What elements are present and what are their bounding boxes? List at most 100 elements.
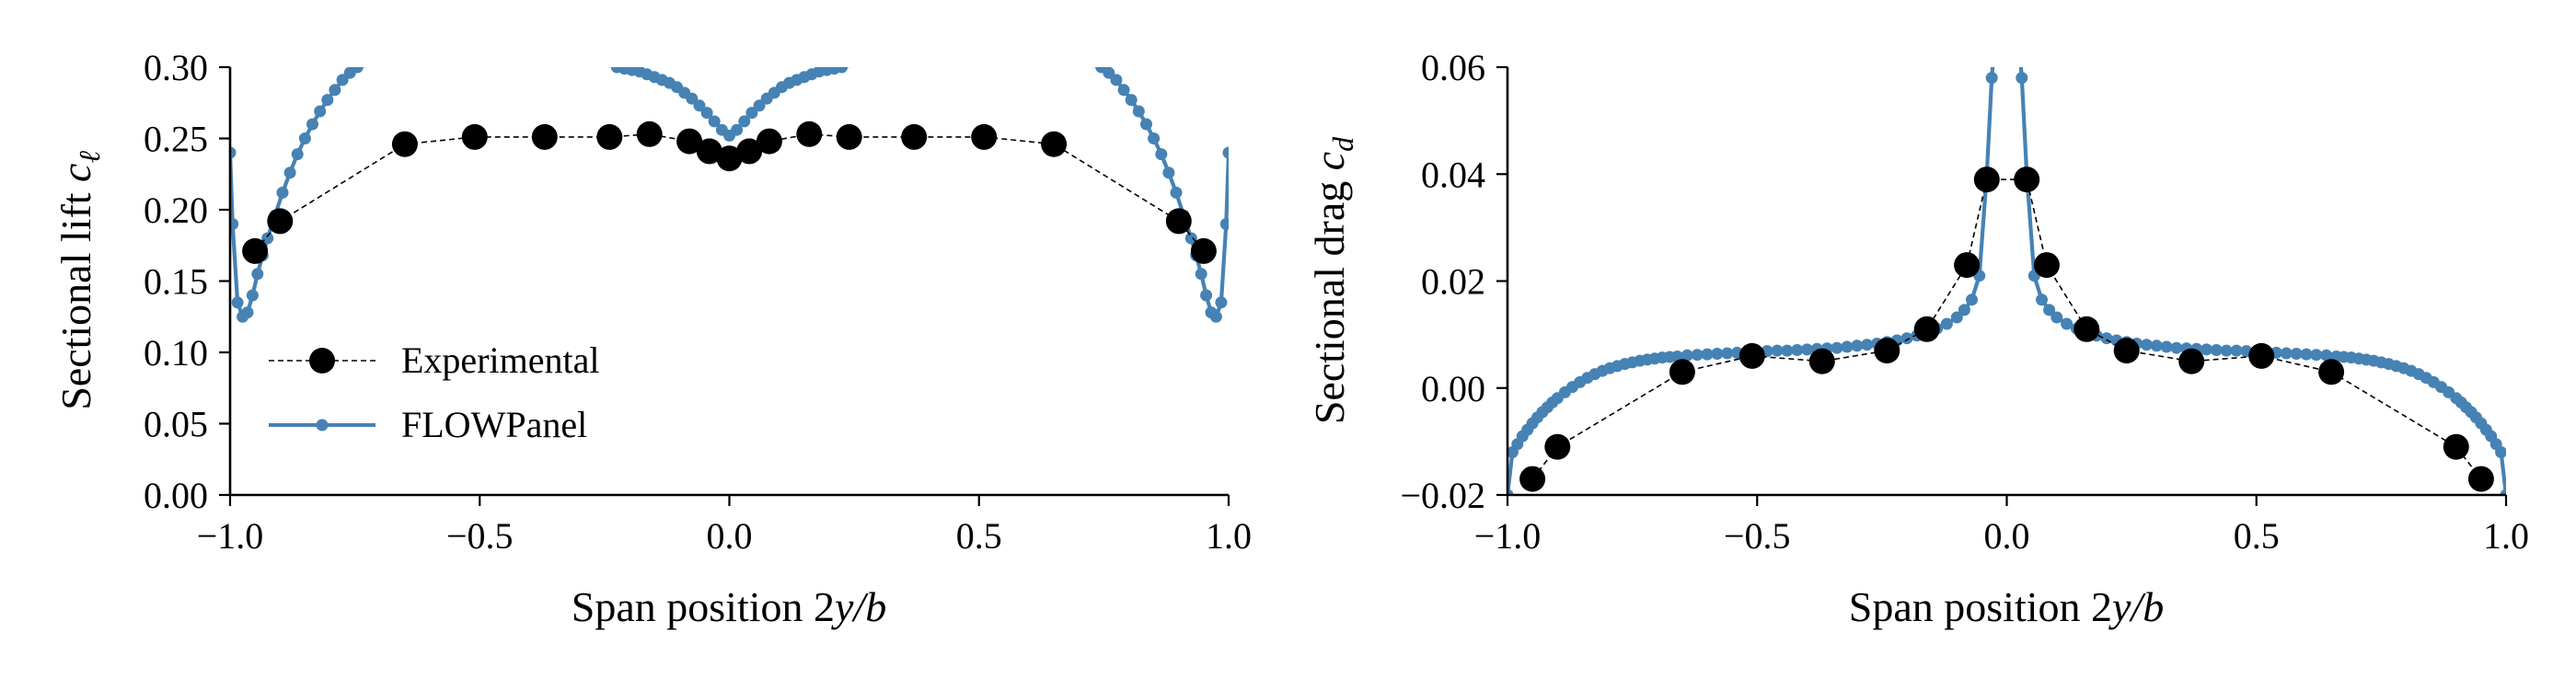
lift-y-tick-label: 0.10 [144,332,208,374]
lift-flowpanel-point [276,186,289,199]
lift-experimental-point [901,123,928,150]
drag-experimental-point [1669,359,1695,385]
lift-flowpanel-point [231,296,244,309]
lift-experimental-point [676,128,703,155]
lift-flowpanel-point [251,268,264,281]
lift-experimental-point [531,123,558,150]
lift-experimental-point [716,145,743,172]
lift-flowpanel-point [1200,289,1213,302]
lift-flowpanel-point [753,99,766,112]
drag-flowpanel-point [1691,349,1704,362]
legend-experimental-marker [309,348,335,374]
drag-flowpanel-point [2160,340,2173,353]
lift-flowpanel-point [686,92,699,105]
drag-experimental-point [2113,338,2140,364]
lift-flowpanel-point [241,306,254,319]
lift-flowpanel-point [1092,67,1096,68]
drag-flowpanel-point [2495,446,2506,458]
drag-flowpanel-point [2201,343,2212,356]
lift-y-tick-label: 0.15 [144,261,208,303]
lift-y-axis-label: Sectional lift cℓ [52,151,106,410]
lift-y-axis-label-math: c [52,164,99,182]
lift-experimental-point [267,208,294,235]
drag-flowpanel-point [1985,72,1998,85]
lift-flowpanel-point [1148,132,1161,144]
drag-flowpanel-point [1507,489,1514,495]
lift-flowpanel-point [1215,296,1228,309]
drag-flowpanel-point [1940,317,1953,330]
drag-experimental-point [1519,466,1546,492]
drag-experimental-point [1808,348,1835,374]
lift-flowpanel-point [1125,94,1138,107]
lift-experimental-point [1190,237,1217,264]
lift-experimental-point [636,121,663,147]
drag-chart-panel: −1.0 −0.5 0.0 0.5 1.0 −0.02 0.00 0.02 0.04 0.06 S… [1306,47,2529,630]
drag-ticks: −1.0 −0.5 0.0 0.5 1.0 −0.02 0.00 0.02 0.04 0.06 [1400,47,2529,557]
lift-experimental-point [391,131,418,157]
lift-x-tick-label: −0.5 [446,515,514,557]
drag-flowpanel-point [1958,304,1970,316]
drag-x-axis-label-math: y/b [2108,583,2164,630]
lift-ticks: −1.0 −0.5 0.0 0.5 1.0 0.00 0.05 0.10 0.15 0.20 0.2… [144,47,1252,557]
lift-x-tick-label: 0.5 [956,515,1002,557]
lift-experimental-point [736,138,763,165]
lift-flowpanel-point [708,115,721,128]
drag-y-tick-label: 0.02 [1421,261,1485,303]
drag-x-tick-label: −0.5 [1724,515,1791,557]
lift-flowpanel-point [351,67,364,74]
drag-y-tick-label: 0.00 [1421,368,1485,409]
lift-flowpanel-point [1184,232,1197,245]
lift-x-axis-label: Span position 2y/b [572,583,886,630]
drag-flowpanel-point [2220,344,2233,357]
drag-experimental-point [2074,316,2100,342]
drag-flowpanel-point [2300,348,2313,361]
drag-flowpanel-point [2016,72,2028,85]
lift-experimental-point [971,123,998,150]
lift-experimental-point [596,123,623,150]
drag-experimental-point [1544,433,1571,460]
drag-flowpanel-point [2170,341,2183,354]
lift-flowpanel-point [607,67,612,68]
drag-x-tick-label: 1.0 [2483,515,2529,557]
lift-flowpanel-point [1209,310,1222,323]
drag-flowpanel-point [2150,339,2163,352]
lift-y-tick-label: 0.25 [144,119,208,160]
drag-flowpanel-point [2061,317,2074,330]
drag-flowpanel-point [1801,343,1813,356]
drag-flowpanel-point [1701,348,1714,361]
drag-y-axis-label: Sectional drag cd [1306,136,1359,424]
drag-x-tick-label: 0.0 [1984,515,2030,557]
drag-flowpanel-point [1900,332,1913,345]
drag-flowpanel-point [1861,339,1874,351]
lift-experimental-point [242,237,269,264]
drag-flowpanel-point [2036,293,2048,306]
lift-flowpanel-point [230,218,239,230]
lift-y-tick-label: 0.20 [144,190,208,231]
drag-y-tick-label: 0.04 [1421,154,1485,195]
legend-experimental-label: Experimental [401,339,599,381]
lift-x-tick-label: 1.0 [1206,515,1252,557]
drag-flowpanel-point [1711,348,1724,360]
drag-flowpanel-point [1781,344,1794,357]
lift-flowpanel-point [1195,268,1207,281]
lift-flowpanel-point [321,94,334,107]
drag-experimental-point [1973,167,2000,193]
lift-y-tick-label: 0.05 [144,404,208,445]
drag-flowpanel-point [2290,348,2303,360]
drag-y-tick-label: 0.06 [1421,47,1485,88]
lift-y-axis-label-text: Sectional lift [52,182,99,410]
drag-flowpanel-point [1950,311,1963,324]
lift-x-tick-label: 0.0 [707,515,753,557]
lift-flowpanel-point [1222,146,1229,159]
lift-flowpanel-point [738,115,751,128]
lift-experimental-point [461,123,488,150]
lift-experimental-point [696,138,722,165]
lift-y-tick-label: 0.00 [144,475,208,516]
drag-flowpanel-point [2500,489,2506,495]
drag-flowpanel-point [1791,344,1804,356]
drag-flowpanel-point [2310,349,2323,362]
drag-x-axis-label-text: Span position 2 [1849,583,2112,630]
drag-experimental-point [1913,316,1940,342]
lift-flowpanel-point [693,99,706,112]
